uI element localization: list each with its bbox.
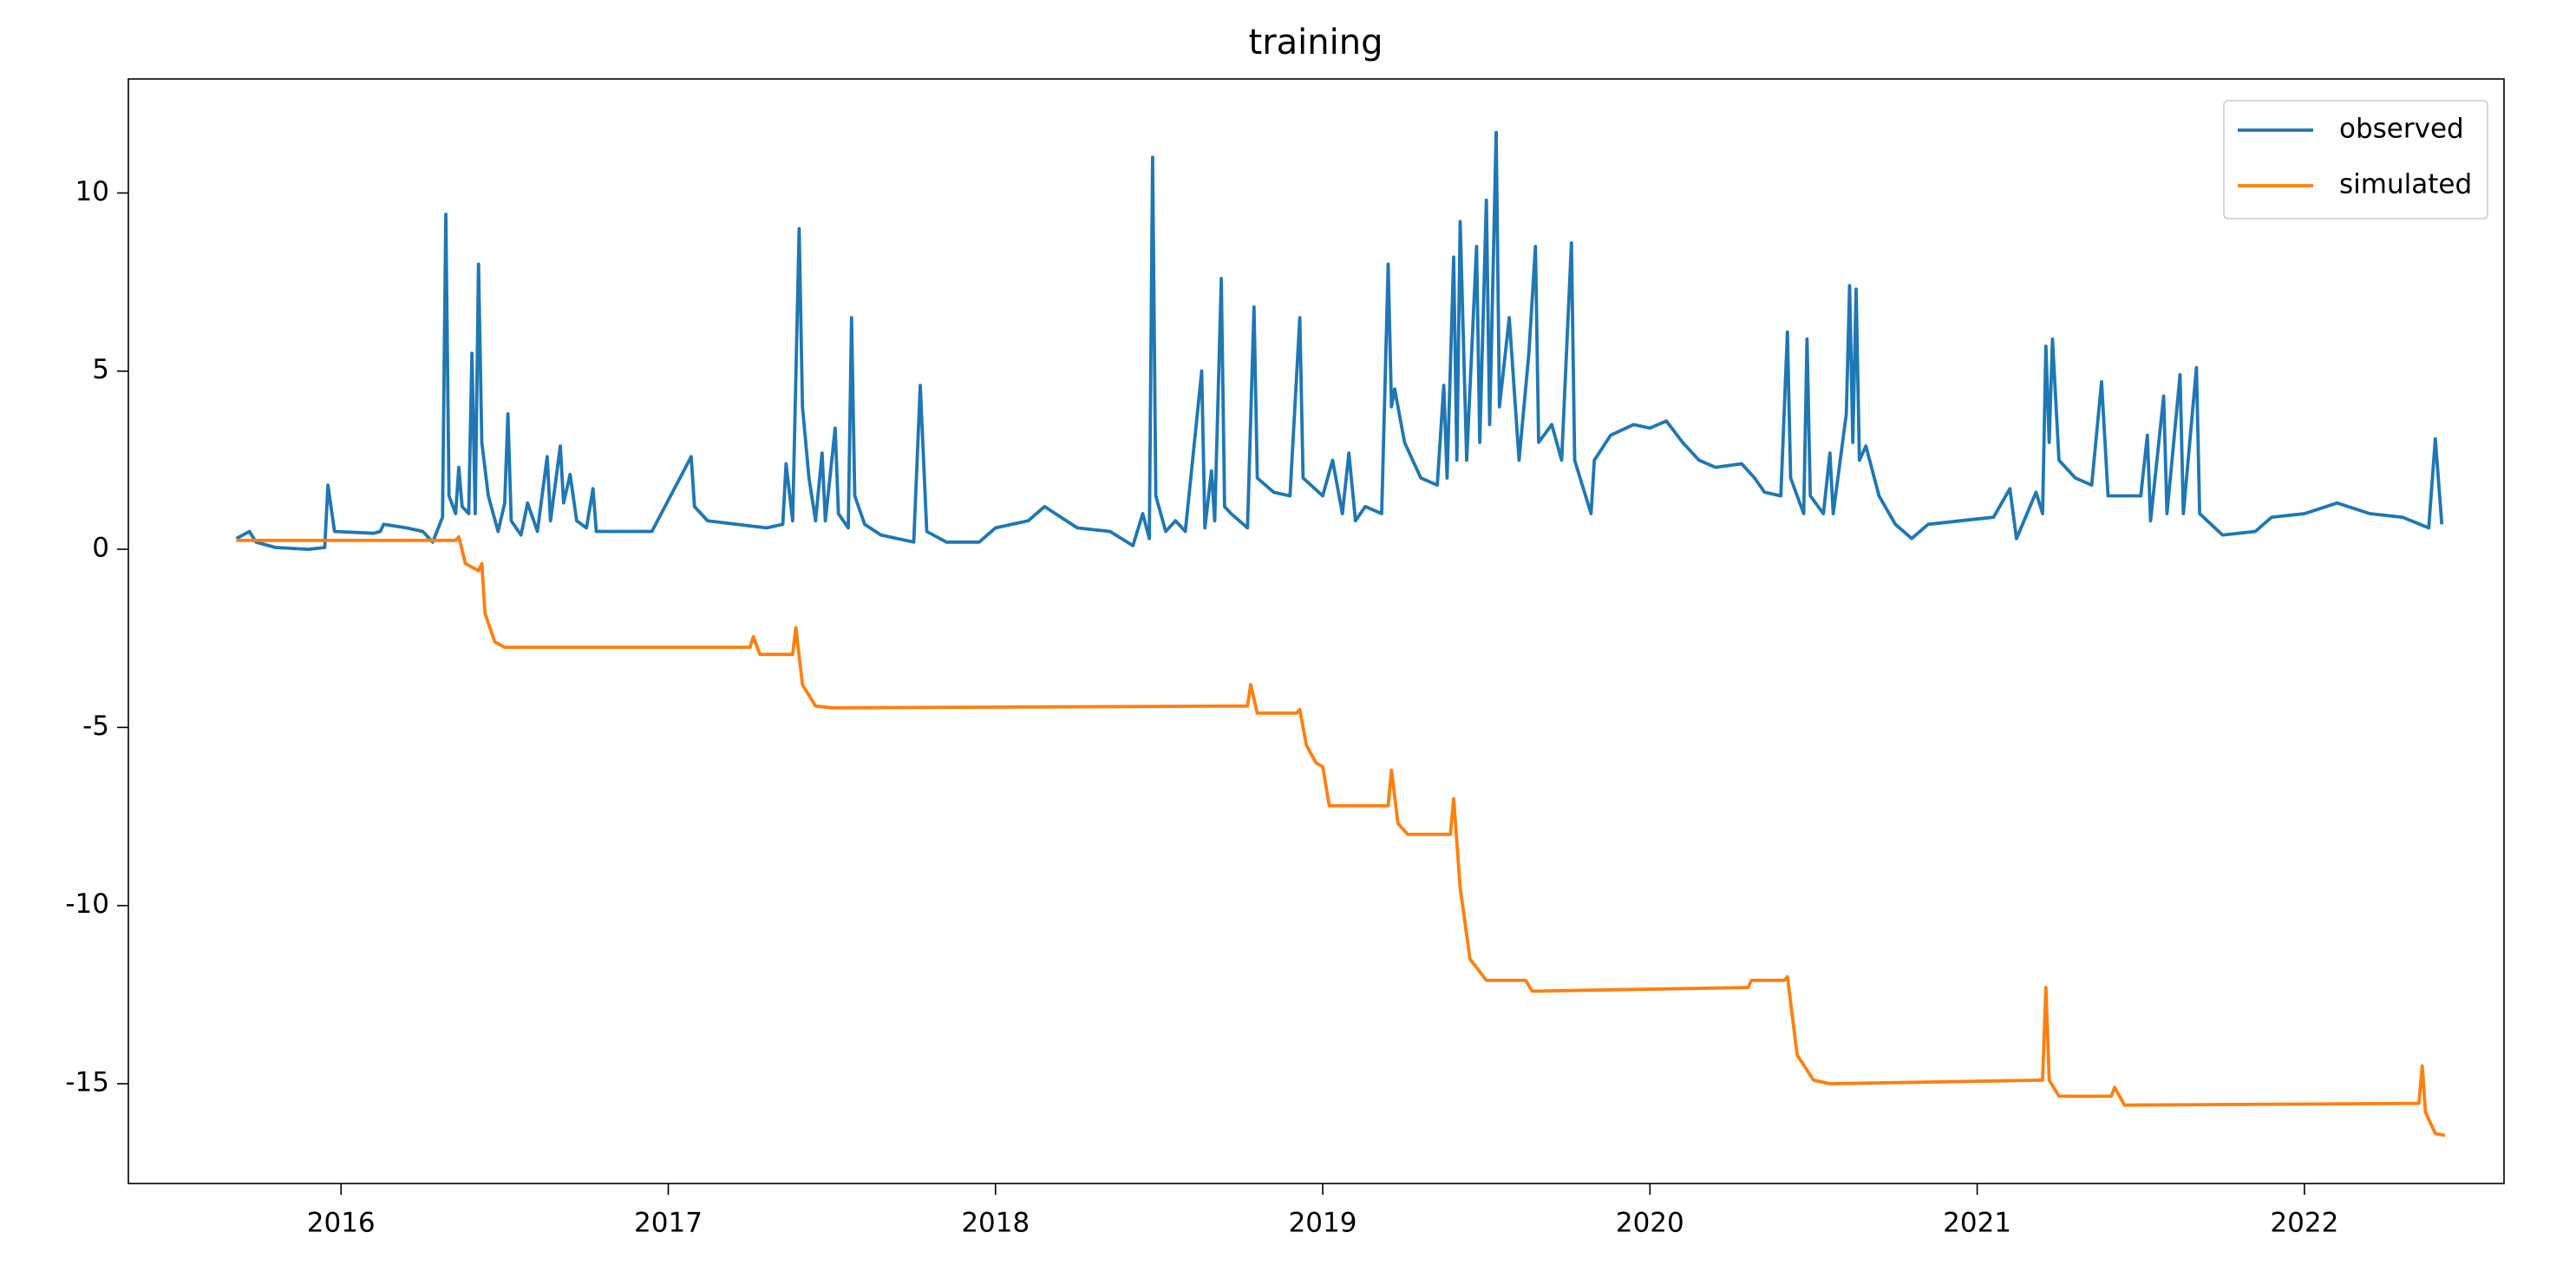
y-tick-label: 5 bbox=[92, 354, 109, 385]
series-line bbox=[236, 534, 2446, 1138]
y-tick-label: -10 bbox=[65, 888, 109, 920]
x-tick-label: 2022 bbox=[2270, 1208, 2338, 1239]
legend-label: observed bbox=[2339, 114, 2464, 145]
x-tick-label: 2021 bbox=[1943, 1208, 2011, 1239]
legend-label: simulated bbox=[2339, 169, 2472, 200]
y-tick-label: 10 bbox=[75, 176, 109, 207]
y-tick-label: -5 bbox=[82, 711, 109, 742]
chart-title: training bbox=[1249, 23, 1383, 62]
x-tick-label: 2018 bbox=[961, 1208, 1030, 1239]
y-tick-label: -15 bbox=[65, 1067, 109, 1098]
x-tick-label: 2019 bbox=[1289, 1208, 1357, 1239]
series-line bbox=[235, 130, 2444, 551]
axes-frame bbox=[127, 78, 2505, 1184]
x-tick-label: 2020 bbox=[1616, 1208, 1684, 1239]
y-tick-label: 0 bbox=[92, 533, 109, 564]
x-tick-label: 2017 bbox=[634, 1208, 703, 1239]
x-tick-label: 2016 bbox=[307, 1208, 376, 1239]
